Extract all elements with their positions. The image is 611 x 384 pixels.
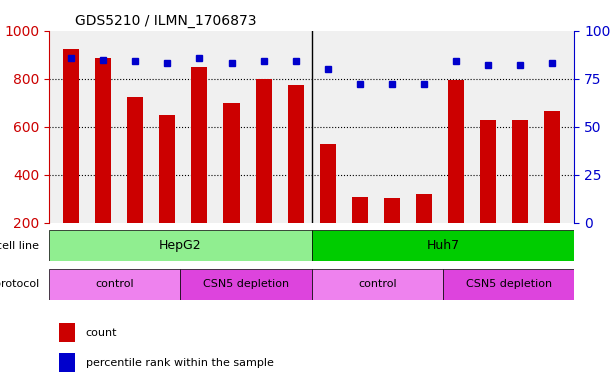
FancyBboxPatch shape — [180, 269, 312, 300]
Bar — [95, 58, 111, 271]
Bar — [159, 115, 175, 271]
Bar — [352, 197, 368, 271]
Text: percentile rank within the sample: percentile rank within the sample — [86, 358, 274, 368]
Text: control: control — [95, 279, 134, 289]
Bar — [320, 144, 335, 271]
Bar — [544, 111, 560, 271]
Bar — [64, 49, 79, 271]
FancyBboxPatch shape — [49, 230, 312, 261]
Bar — [448, 80, 464, 271]
FancyBboxPatch shape — [312, 269, 443, 300]
Bar — [255, 79, 271, 271]
Bar — [384, 198, 400, 271]
FancyBboxPatch shape — [312, 230, 574, 261]
Bar — [415, 194, 432, 271]
Text: count: count — [86, 328, 117, 338]
Bar — [191, 67, 208, 271]
Text: cell line: cell line — [0, 241, 39, 251]
Text: protocol: protocol — [0, 279, 39, 289]
Text: Huh7: Huh7 — [426, 239, 459, 252]
FancyBboxPatch shape — [49, 269, 180, 300]
Bar — [512, 120, 528, 271]
Bar — [288, 85, 304, 271]
Text: CSN5 depletion: CSN5 depletion — [203, 279, 289, 289]
Bar — [127, 97, 144, 271]
Bar — [224, 103, 240, 271]
Bar — [59, 323, 75, 342]
FancyBboxPatch shape — [443, 269, 574, 300]
Text: HepG2: HepG2 — [159, 239, 202, 252]
Text: CSN5 depletion: CSN5 depletion — [466, 279, 552, 289]
Bar — [480, 119, 496, 271]
Text: control: control — [358, 279, 397, 289]
Bar — [59, 353, 75, 372]
Text: GDS5210 / ILMN_1706873: GDS5210 / ILMN_1706873 — [75, 14, 257, 28]
